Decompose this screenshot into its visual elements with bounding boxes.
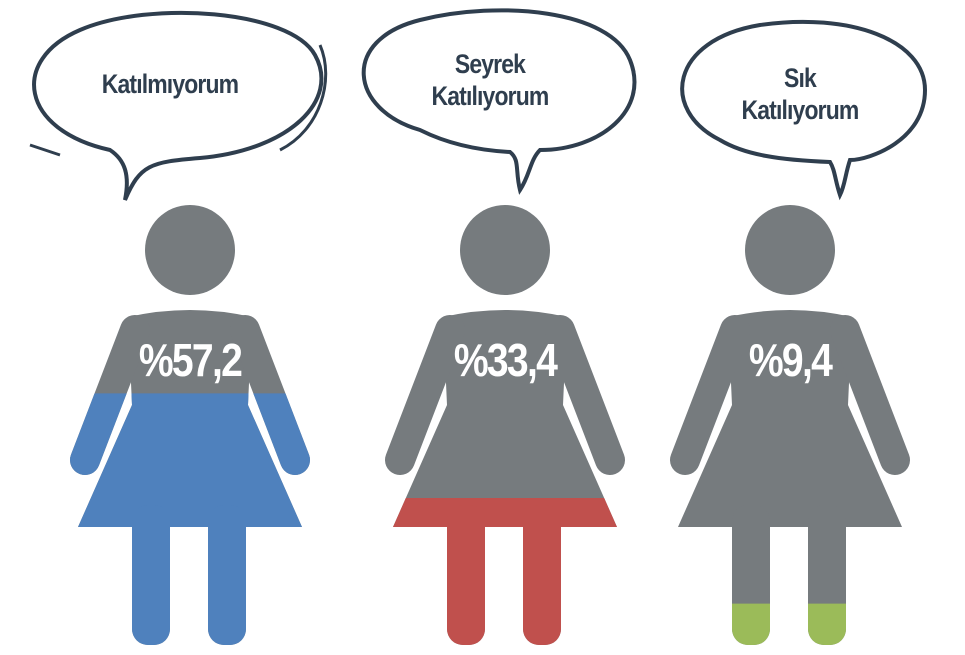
dress [78,393,302,527]
value-label: %9,4 [748,334,833,386]
leg [132,505,170,645]
speech-bubbles [29,8,928,201]
figure [670,205,910,645]
figure-fill [70,393,310,645]
figure-fill [732,603,846,645]
arm [70,393,127,475]
figure [70,205,310,645]
figure-fill [393,498,617,645]
head [145,205,235,295]
leg [208,505,246,645]
arm [385,315,465,475]
value-label: %57,2 [138,334,243,386]
category-label: Sık Katılıyorum [741,63,860,125]
figure-base [670,205,910,645]
leg [808,603,846,645]
leg [523,505,561,645]
arm [545,315,625,475]
arm [253,393,310,475]
arm [670,315,750,475]
head [460,205,550,295]
figure-base [385,205,625,645]
leg [732,603,770,645]
category-label: Katılmıyorum [101,69,239,99]
leg [447,505,485,645]
value-label: %33,4 [453,334,558,386]
category-label: Seyrek Katılıyorum [431,49,550,111]
head [745,205,835,295]
arm [830,315,910,475]
figure [385,205,625,645]
